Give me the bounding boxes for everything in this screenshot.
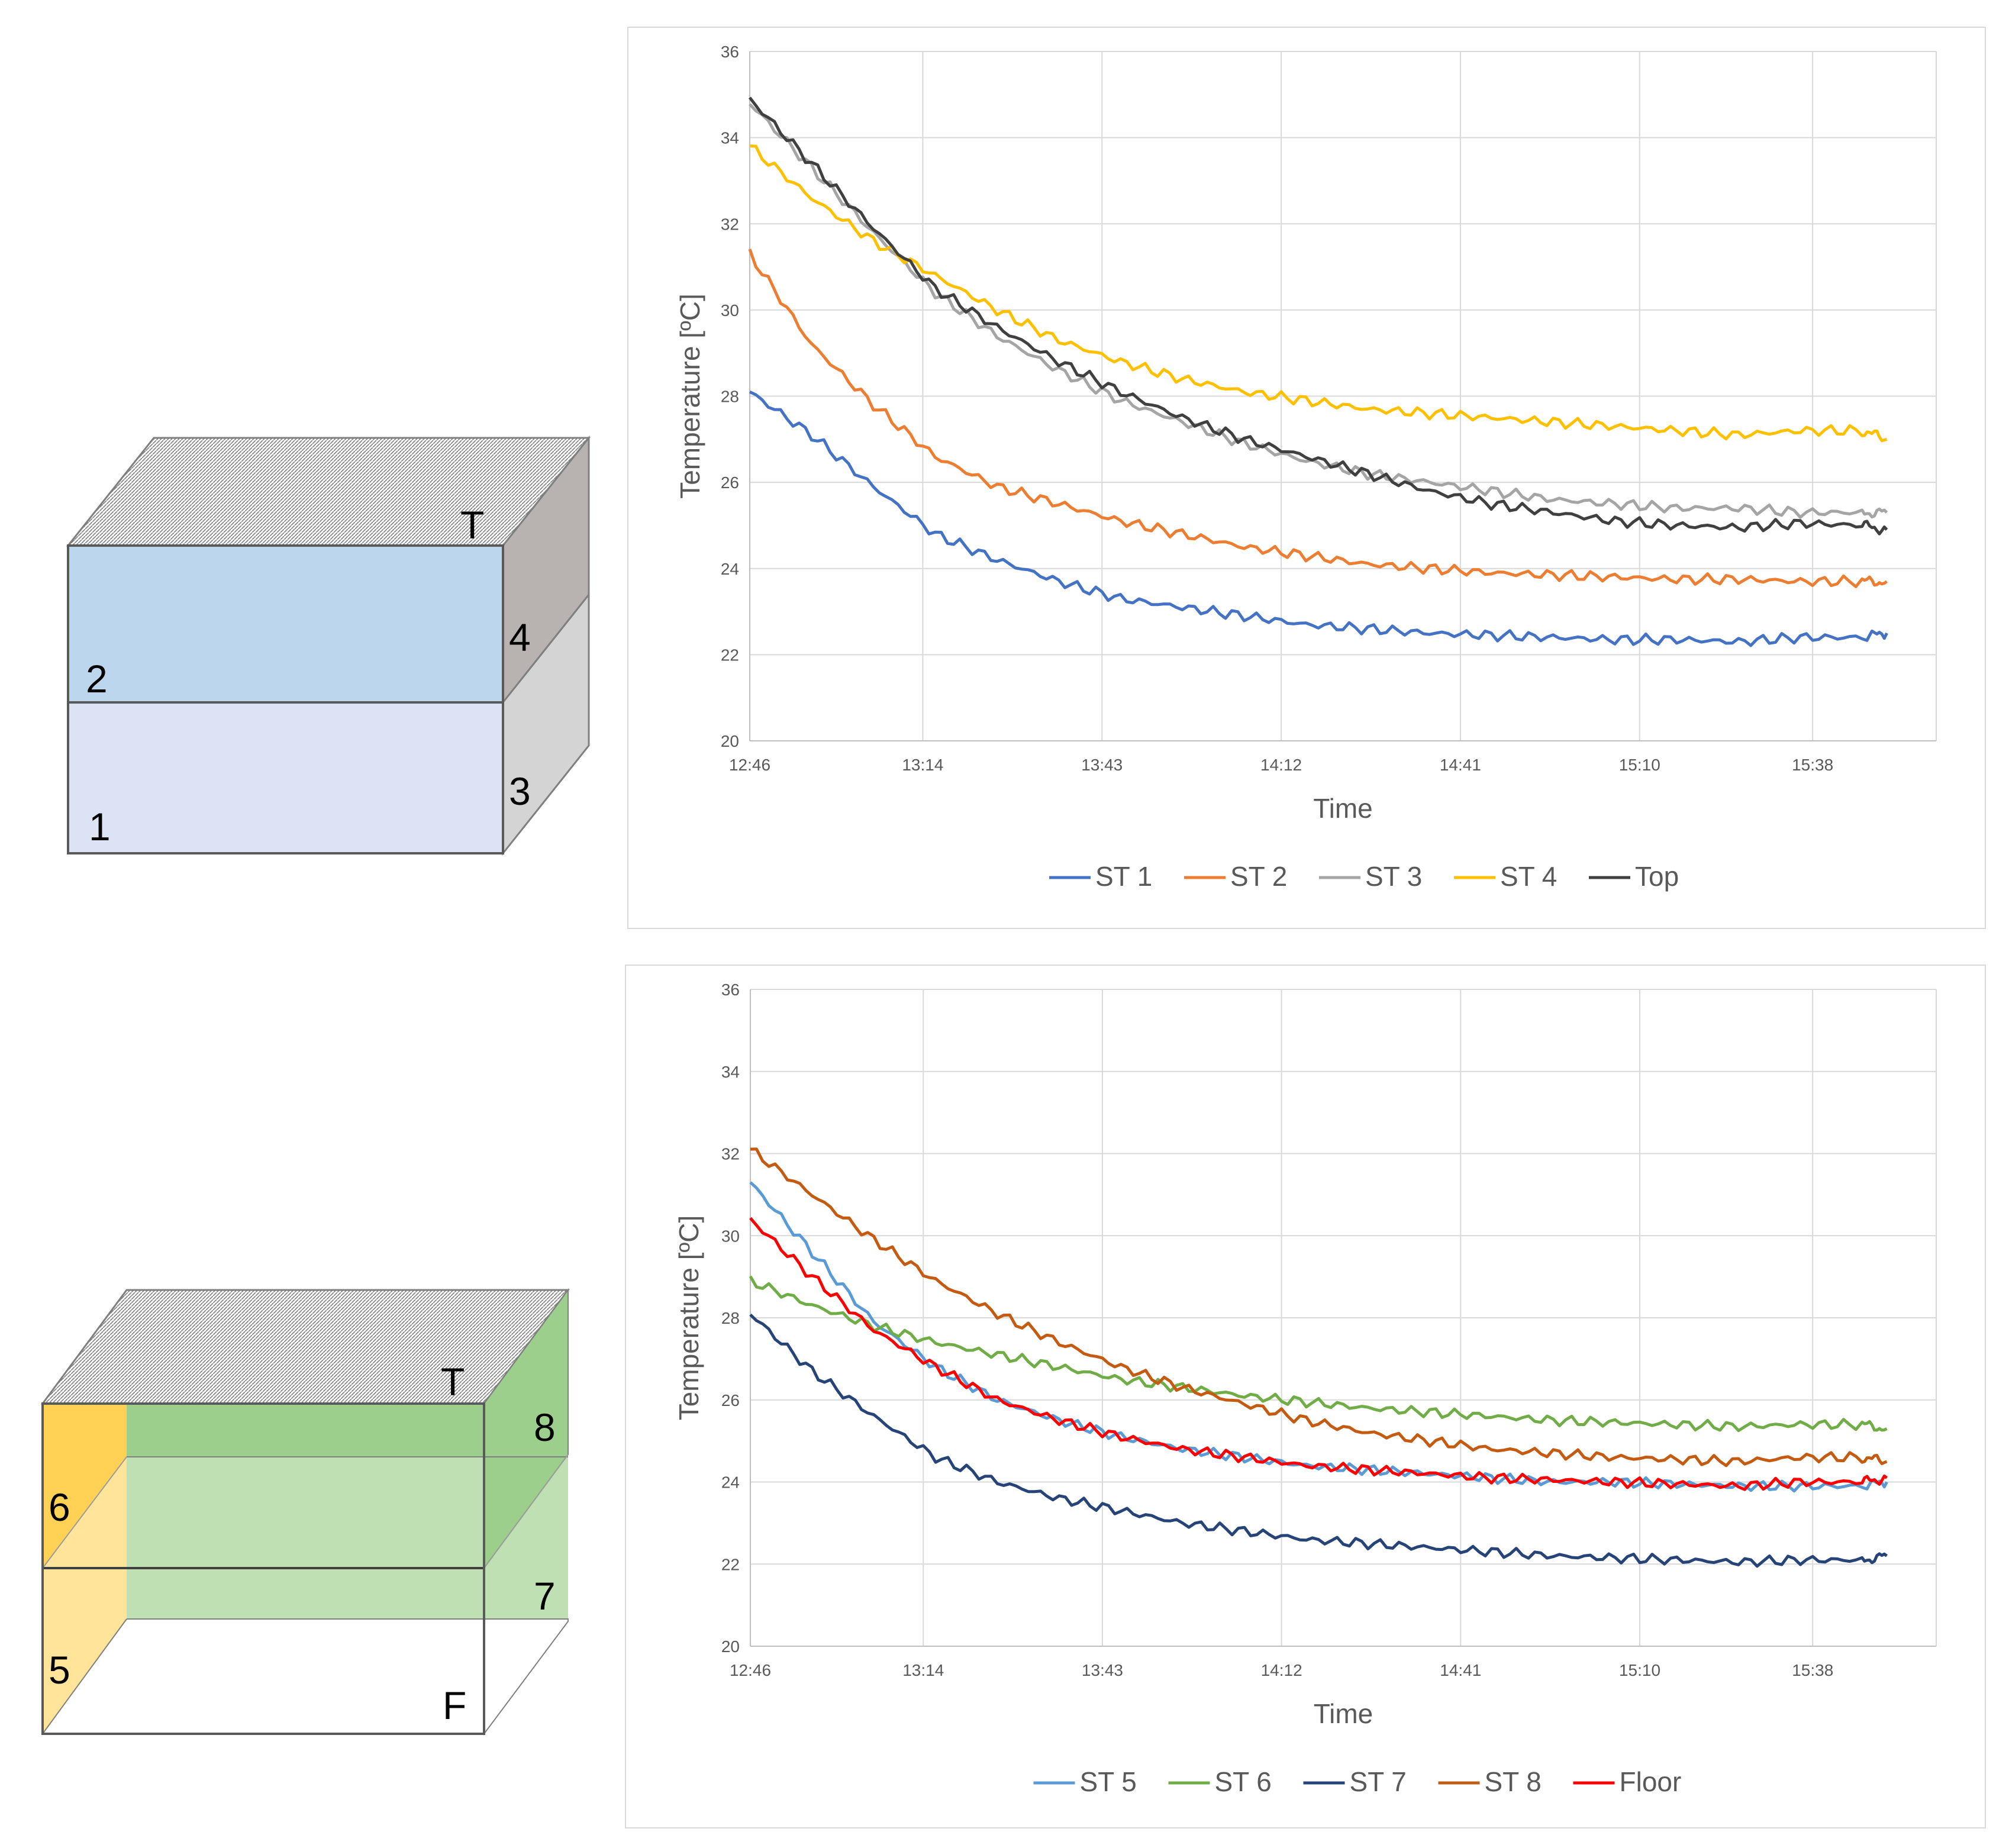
series-line-st-3 [749, 103, 1888, 519]
label-3: 3 [509, 769, 531, 813]
right-face-lower-green [484, 1454, 568, 1619]
chart-lower: 20 22 24 26 28 30 32 34 36 12:46 13:14 13:43 14:12 14… [673, 981, 1937, 1797]
y-tick-label: 26 [721, 473, 739, 492]
x-tick-label: 15:38 [1792, 756, 1833, 774]
y-axis-title: Temperature [ºC] [675, 294, 705, 499]
x-tick-label: 12:46 [729, 756, 770, 774]
series-line-st-5 [749, 1181, 1888, 1493]
y-tick-label: 22 [721, 1555, 740, 1573]
y-tick-label: 26 [721, 1391, 740, 1410]
legend-label: ST 4 [1500, 861, 1557, 892]
inner-edge-5 [42, 1456, 127, 1569]
y-tick-label: 28 [721, 1309, 740, 1327]
y-tick-label: 24 [721, 1473, 740, 1492]
box-diagrams: T 4 2 3 1 T 8 6 7 5 F [41, 435, 591, 1736]
front-outline [41, 1402, 485, 1735]
label-T: T [441, 1360, 465, 1404]
front-face-lower [67, 701, 504, 854]
series-line-floor [749, 1217, 1888, 1491]
series-line-top [749, 96, 1888, 536]
chart-panel-lower: 20 22 24 26 28 30 32 34 36 12:46 13:14 13:43 14:12 14… [625, 965, 1986, 1828]
x-tick-label: 15:38 [1792, 1661, 1833, 1679]
label-5: 5 [49, 1648, 70, 1692]
left-face-yellow-upper [43, 1404, 127, 1568]
chart-upper: 20 22 24 26 28 30 32 34 36 12:46 13:14 13:43 14:12 14… [675, 43, 1937, 892]
legend-label: ST 2 [1230, 861, 1287, 892]
chart-panel-upper: 20 22 24 26 28 30 32 34 36 12:46 13:14 13:43 14:12 14… [627, 27, 1986, 929]
y-tick-label: 30 [721, 301, 739, 320]
legend-label: ST 3 [1365, 861, 1422, 892]
label-T: T [460, 503, 484, 547]
y-tick-label: 22 [721, 646, 739, 664]
legend-label: ST 6 [1215, 1766, 1272, 1797]
series-line-st-7 [749, 1313, 1888, 1568]
series-line-st-4 [749, 144, 1888, 443]
diagram-lower-box: T 8 6 7 5 F [41, 1288, 570, 1736]
x-tick-label: 13:14 [902, 756, 943, 774]
y-tick-label: 30 [721, 1227, 740, 1245]
x-tick-label: 14:12 [1261, 1661, 1302, 1679]
x-axis-title: Time [1314, 1698, 1373, 1729]
series-line-st-2 [748, 249, 1888, 588]
y-tick-label: 32 [721, 215, 739, 233]
top-face-hatched [41, 1289, 570, 1405]
x-axis-title: Time [1313, 793, 1373, 824]
x-tick-label: 13:43 [1082, 1661, 1123, 1679]
inner-edge-4 [42, 1618, 127, 1734]
back-green-lower [127, 1568, 484, 1619]
back-green-middle [127, 1457, 484, 1568]
x-tick-label: 14:41 [1440, 1661, 1481, 1679]
label-4: 4 [509, 615, 531, 659]
legend-label: ST 8 [1485, 1766, 1542, 1797]
label-1: 1 [89, 805, 111, 849]
x-tick-label: 15:10 [1619, 1661, 1660, 1679]
y-tick-label: 28 [721, 388, 739, 406]
y-tick-label: 34 [721, 129, 739, 147]
y-tick-label: 24 [721, 560, 739, 578]
right-face-white [483, 1618, 569, 1736]
y-tick-label: 20 [721, 1637, 740, 1656]
y-tick-label: 36 [721, 981, 740, 999]
y-axis-title: Temperature [ºC] [673, 1215, 704, 1421]
y-tick-label: 20 [721, 732, 739, 750]
back-green-upper [127, 1404, 484, 1457]
y-tick-label: 32 [721, 1145, 740, 1163]
legend-label: Top [1635, 861, 1679, 892]
legend-label: ST 7 [1350, 1766, 1407, 1797]
series-line-st-8 [750, 1147, 1888, 1468]
x-tick-label: 14:41 [1440, 756, 1481, 774]
legend-label: ST 1 [1095, 861, 1152, 892]
x-tick-label: 13:43 [1081, 756, 1123, 774]
label-2: 2 [86, 657, 108, 701]
x-tick-label: 13:14 [902, 1661, 944, 1679]
top-face-hatched [66, 437, 591, 547]
label-F: F [443, 1683, 466, 1727]
x-tick-label: 14:12 [1260, 756, 1302, 774]
x-tick-label: 12:46 [730, 1661, 771, 1679]
legend-label: ST 5 [1080, 1766, 1137, 1797]
label-7: 7 [534, 1574, 556, 1618]
y-tick-label: 34 [721, 1063, 740, 1081]
y-tick-label: 36 [721, 43, 739, 61]
diagram-upper-box: T 4 2 3 1 [66, 435, 591, 856]
inner-edge-6 [483, 1454, 569, 1569]
label-6: 6 [49, 1485, 70, 1529]
x-tick-label: 15:10 [1619, 756, 1660, 774]
series-line-st-1 [749, 390, 1888, 647]
series-line-st-6 [749, 1275, 1888, 1433]
legend-label: Floor [1620, 1766, 1682, 1797]
label-8: 8 [534, 1405, 556, 1449]
front-face-upper [67, 544, 504, 704]
left-face-yellow-lower [43, 1568, 127, 1734]
